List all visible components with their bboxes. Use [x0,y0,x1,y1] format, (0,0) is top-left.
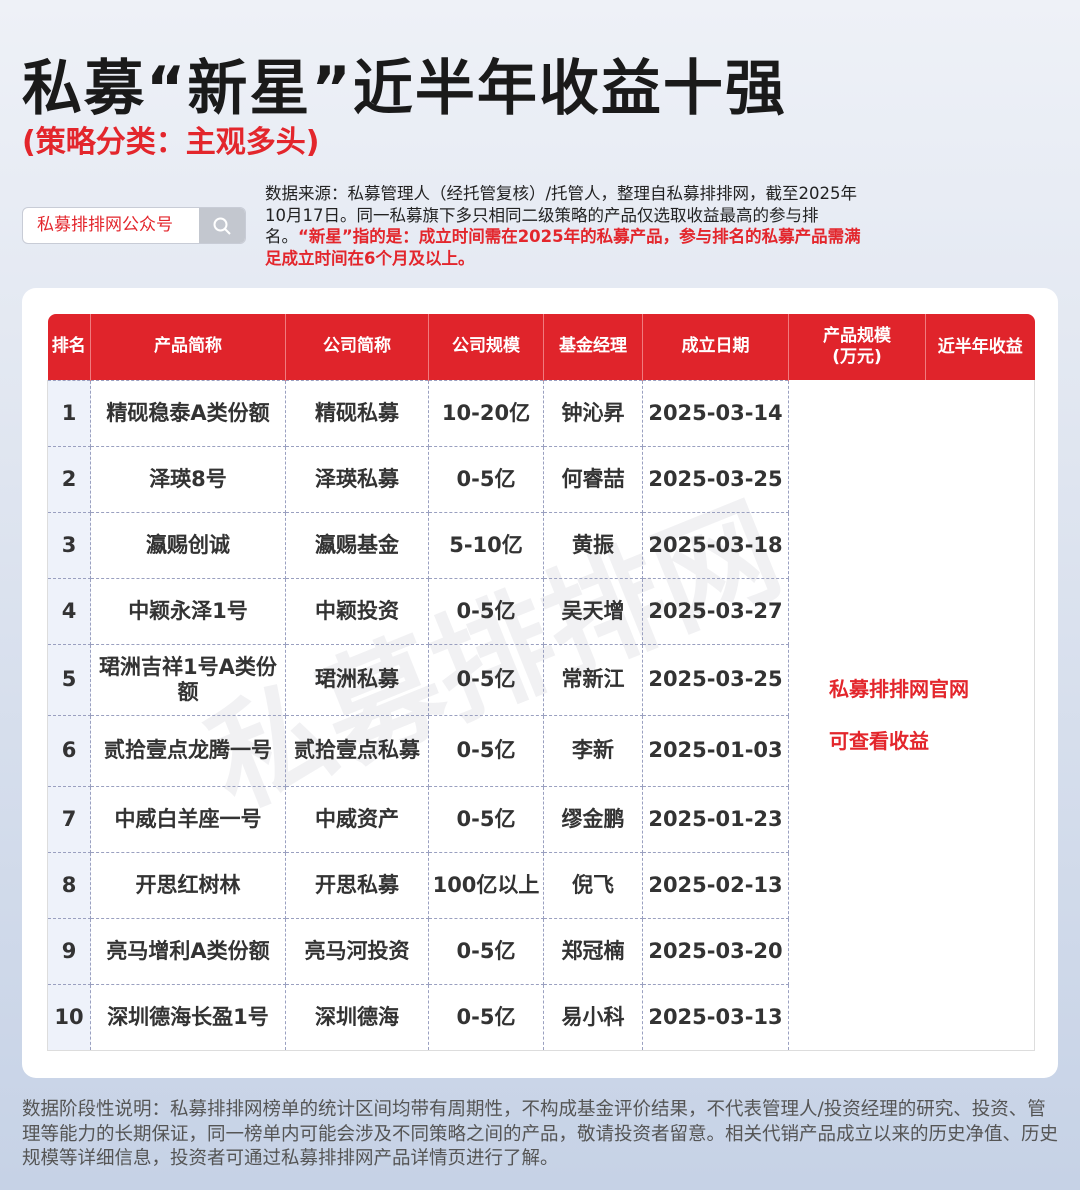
table-cell: 2025-02-13 [642,851,789,919]
table-cell: 3 [47,511,91,579]
table-cell: 珺洲吉祥1号A类份额 [90,643,286,716]
page-subtitle: (策略分类：主观多头) [22,125,320,160]
table-cell: 倪飞 [543,851,643,919]
source-highlight: “新星”指的是：成立时间需在2025年的私募产品，参与排名的私募产品需满足成立时… [265,227,861,268]
table-row: 9 亮马增利A类份额 亮马河投资 0-5亿 郑冠楠 2025-03-20 [47,917,1035,985]
table-cell: 0-5亿 [428,445,544,513]
table-cell: 6 [47,714,91,787]
column-header: 产品简称 [90,314,286,380]
table-row: 5 珺洲吉祥1号A类份额 珺洲私募 0-5亿 常新江 2025-03-25 [47,643,1035,716]
table-cell: 贰拾壹点龙腾一号 [90,714,286,787]
table-cell: 7 [47,785,91,853]
table-cell: 0-5亿 [428,714,544,787]
table-cell: 钟沁昇 [543,379,643,447]
column-header: 近半年收益 [925,314,1035,380]
table-cell: 中威资产 [285,785,429,853]
table-row: 2 泽瑛8号 泽瑛私募 0-5亿 何睿喆 2025-03-25 [47,445,1035,513]
table-row: 3 瀛赐创诚 瀛赐基金 5-10亿 黄振 2025-03-18 [47,511,1035,579]
table-cell: 精砚私募 [285,379,429,447]
note-line: 可查看收益 [829,728,929,753]
table-cell: 1 [47,379,91,447]
table-row: 8 开思红树林 开思私募 100亿以上 倪飞 2025-02-13 [47,851,1035,919]
table-cell: 瀛赐创诚 [90,511,286,579]
table-cell: 精砚稳泰A类份额 [90,379,286,447]
column-header: 基金经理 [543,314,643,380]
table-cell: 何睿喆 [543,445,643,513]
table-cell: 缪金鹏 [543,785,643,853]
table-cell: 易小科 [543,983,643,1051]
table-cell: 中颖永泽1号 [90,577,286,645]
table-cell: 2025-03-20 [642,917,789,985]
table-cell: 常新江 [543,643,643,716]
search-button[interactable] [199,208,245,243]
table-cell: 5 [47,643,91,716]
table-row: 6 贰拾壹点龙腾一号 贰拾壹点私募 0-5亿 李新 2025-01-03 [47,714,1035,787]
table-cell: 100亿以上 [428,851,544,919]
table-cell: 瀛赐基金 [285,511,429,579]
table-cell: 中威白羊座一号 [90,785,286,853]
table-cell: 珺洲私募 [285,643,429,716]
table-cell: 2025-03-14 [642,379,789,447]
table-cell: 2025-03-13 [642,983,789,1051]
table-cell: 泽瑛私募 [285,445,429,513]
table-cell: 开思红树林 [90,851,286,919]
table-cell: 深圳德海长盈1号 [90,983,286,1051]
table-cell: 开思私募 [285,851,429,919]
search-box[interactable]: 私募排排网公众号 [22,207,246,244]
table-cell: 8 [47,851,91,919]
table-cell: 贰拾壹点私募 [285,714,429,787]
disclaimer: 数据阶段性说明：私募排排网榜单的统计区间均带有周期性，不构成基金评价结果，不代表… [22,1099,1059,1169]
table-cell: 2025-03-25 [642,445,789,513]
table-cell: 10-20亿 [428,379,544,447]
table-cell: 5-10亿 [428,511,544,579]
table-cell: 9 [47,917,91,985]
hidden-returns-note: 私募排排网官网 可查看收益 [788,380,1035,1051]
page-title: 私募“新星”近半年收益十强 [22,54,787,124]
table-cell: 0-5亿 [428,917,544,985]
table-cell: 深圳德海 [285,983,429,1051]
table-cell: 李新 [543,714,643,787]
column-header: 公司规模 [428,314,544,380]
table-cell: 0-5亿 [428,643,544,716]
table-cell: 黄振 [543,511,643,579]
table-cell: 郑冠楠 [543,917,643,985]
note-line: 私募排排网官网 [829,676,969,701]
table-row: 10 深圳德海长盈1号 深圳德海 0-5亿 易小科 2025-03-13 [47,983,1035,1051]
table-cell: 2025-01-23 [642,785,789,853]
table-cell: 4 [47,577,91,645]
table-cell: 亮马河投资 [285,917,429,985]
search-label: 私募排排网公众号 [37,215,173,235]
table-cell: 0-5亿 [428,983,544,1051]
table-cell: 2025-03-25 [642,643,789,716]
table-cell: 0-5亿 [428,577,544,645]
search-icon [213,217,231,235]
table-cell: 2 [47,445,91,513]
table-cell: 亮马增利A类份额 [90,917,286,985]
table-cell: 2025-03-27 [642,577,789,645]
table-cell: 10 [47,983,91,1051]
column-header: 成立日期 [642,314,789,380]
source-text: 数据来源：私募管理人（经托管复核）/托管人，整理自私募排排网，截至2025年10… [265,184,858,246]
table-cell: 0-5亿 [428,785,544,853]
table-row: 1 精砚稳泰A类份额 精砚私募 10-20亿 钟沁昇 2025-03-14 私募排排网官网可… [47,379,1035,1051]
table-cell: 2025-01-03 [642,714,789,787]
table-cell: 中颖投资 [285,577,429,645]
column-header: 产品规模 (万元) [788,314,926,380]
table-cell: 2025-03-18 [642,511,789,579]
table-cell: 泽瑛8号 [90,445,286,513]
table-cell: 吴天增 [543,577,643,645]
column-header: 排名 [47,314,91,380]
column-header: 公司简称 [285,314,429,380]
ranking-table: 排名 产品简称 公司简称 公司规模 基金经理 成立日期 产品规模 (万元) 近半年收益 1 精砚… [47,314,1035,1051]
data-source-note: 数据来源：私募管理人（经托管复核）/托管人，整理自私募排排网，截至2025年10… [265,183,873,273]
table-row: 4 中颖永泽1号 中颖投资 0-5亿 吴天增 2025-03-27 [47,577,1035,645]
